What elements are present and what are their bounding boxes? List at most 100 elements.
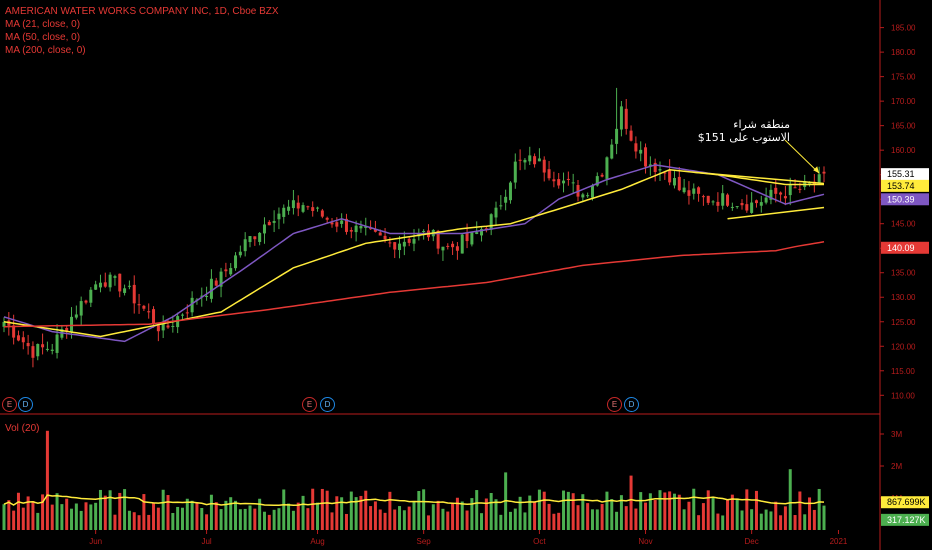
candle-body[interactable] [489,214,493,230]
volume-bar[interactable] [205,514,209,530]
volume-bar[interactable] [687,501,691,530]
volume-bar[interactable] [615,511,619,530]
candle-body[interactable] [542,159,546,173]
candle-body[interactable] [65,328,69,331]
volume-bar[interactable] [282,489,286,530]
volume-bar[interactable] [26,496,30,530]
legend-volume[interactable]: Vol (20) [5,423,40,434]
candle-body[interactable] [460,234,464,254]
candle-body[interactable] [171,325,175,327]
legend-ma200[interactable]: MA (200, close, 0) [5,45,86,56]
volume-bar[interactable] [45,430,49,530]
candle-body[interactable] [373,229,377,232]
candle-body[interactable] [253,236,257,240]
candle-body[interactable] [566,178,570,180]
volume-bar[interactable] [653,500,657,530]
volume-bar[interactable] [812,509,816,530]
volume-bar[interactable] [31,501,35,530]
volume-bar[interactable] [156,507,160,530]
volume-bar[interactable] [455,497,459,530]
candle-body[interactable] [480,229,484,236]
volume-bar[interactable] [70,508,74,530]
volume-bar[interactable] [171,512,175,530]
volume-bar[interactable] [224,500,228,530]
candle-body[interactable] [663,172,667,174]
volume-bar[interactable] [291,510,295,530]
candle-body[interactable] [523,159,527,163]
candle-body[interactable] [455,246,459,251]
volume-bar[interactable] [79,510,83,530]
candle-body[interactable] [229,268,233,275]
volume-bar[interactable] [55,493,59,530]
candle-body[interactable] [750,202,754,213]
volume-bar[interactable] [253,508,257,530]
candle-body[interactable] [209,278,213,299]
candle-body[interactable] [142,305,146,309]
volume-bar[interactable] [460,501,464,530]
volume-bar[interactable] [634,508,638,530]
candle-body[interactable] [615,128,619,144]
volume-bar[interactable] [624,506,628,530]
volume-bar[interactable] [750,509,754,530]
volume-bar[interactable] [60,504,64,530]
volume-bar[interactable] [706,490,710,530]
volume-bar[interactable] [711,497,715,530]
volume-bar[interactable] [195,502,199,530]
volume-bar[interactable] [74,503,78,530]
volume-bar[interactable] [398,506,402,530]
candle-body[interactable] [214,280,218,286]
candle-body[interactable] [152,309,156,324]
volume-bar[interactable] [359,495,363,530]
volume-bar[interactable] [127,510,131,530]
volume-bar[interactable] [494,499,498,530]
volume-bar[interactable] [480,513,484,530]
volume-bar[interactable] [721,515,725,530]
volume-bar[interactable] [677,494,681,530]
volume-bar[interactable] [508,511,512,530]
volume-bar[interactable] [571,493,575,530]
volume-bar[interactable] [364,490,368,530]
volume-bar[interactable] [166,495,170,530]
candle-body[interactable] [248,236,252,243]
candle-body[interactable] [701,196,705,198]
volume-bar[interactable] [769,511,773,530]
candle-body[interactable] [26,343,30,347]
volume-bar[interactable] [296,502,300,530]
candle-body[interactable] [383,235,387,240]
candle-body[interactable] [94,284,98,290]
volume-bar[interactable] [489,493,493,530]
volume-bar[interactable] [103,495,107,530]
volume-bar[interactable] [311,488,315,530]
candle-body[interactable] [533,156,537,165]
volume-bar[interactable] [576,505,580,530]
dividend-event-icon[interactable]: D [624,397,639,412]
volume-bar[interactable] [388,491,392,530]
candle-body[interactable] [590,185,594,198]
trendline[interactable] [693,171,825,185]
candle-body[interactable] [200,295,204,297]
candle-body[interactable] [291,200,295,209]
candle-body[interactable] [672,178,676,186]
volume-bar[interactable] [65,498,69,530]
volume-bar[interactable] [262,511,266,530]
volume-bar[interactable] [185,498,189,530]
volume-bar[interactable] [740,510,744,530]
volume-bar[interactable] [426,515,430,530]
volume-bar[interactable] [41,494,45,530]
candle-body[interactable] [2,321,6,327]
volume-bar[interactable] [798,491,802,530]
volume-bar[interactable] [214,502,218,530]
volume-bar[interactable] [277,508,281,530]
volume-bar[interactable] [417,490,421,530]
candle-body[interactable] [610,144,614,159]
candle-body[interactable] [436,230,440,249]
candle-body[interactable] [262,224,266,234]
volume-bar[interactable] [344,513,348,530]
volume-bar[interactable] [518,496,522,530]
volume-bar[interactable] [648,493,652,530]
candle-body[interactable] [258,232,262,242]
candle-body[interactable] [653,162,657,172]
volume-bar[interactable] [528,495,532,530]
candle-body[interactable] [817,174,821,183]
volume-bar[interactable] [745,489,749,530]
